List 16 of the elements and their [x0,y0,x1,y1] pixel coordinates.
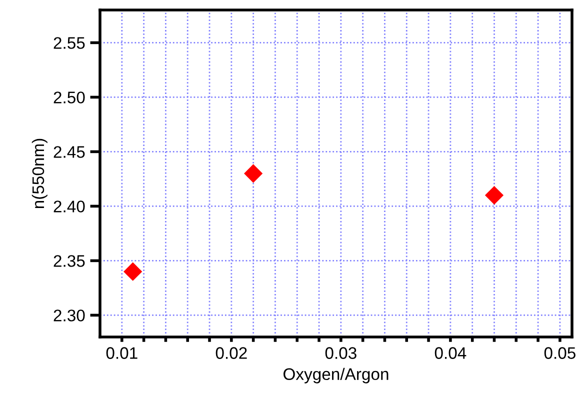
point [484,186,504,205]
y-tick-label: 2.55 [54,37,85,49]
y-tick-label: 2.30 [54,310,85,322]
y-tick-label: 2.40 [54,200,85,212]
x-tick-label: 0.01 [106,347,138,359]
y-tick-label: 2.45 [54,146,85,158]
point [244,164,263,183]
x-axis-title: Oxygen/Argon [284,368,388,384]
x-tick-label: 0.02 [216,347,247,359]
y-tick-label: 2.50 [54,92,85,104]
x-tick-label: 0.04 [434,347,466,359]
point [124,262,142,281]
x-tick-label: 0.05 [544,347,576,359]
y-axis-title: n(550nm) [32,138,48,208]
x-tick-label: 0.03 [325,347,356,359]
y-tick-label: 2.35 [54,255,85,267]
